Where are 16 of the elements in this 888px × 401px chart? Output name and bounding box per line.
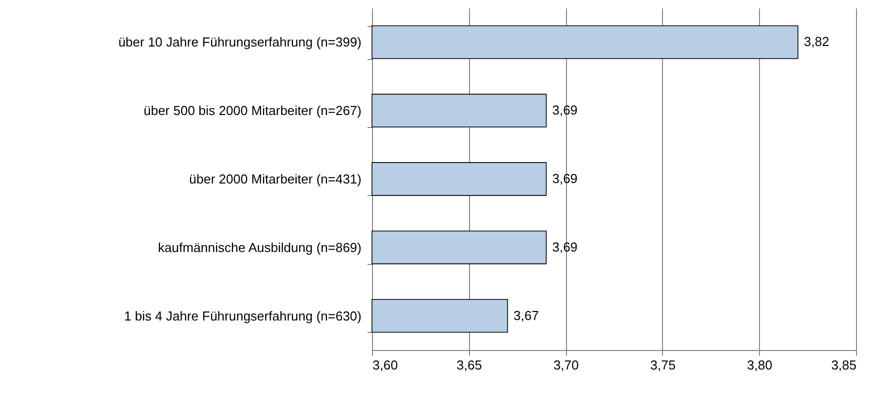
x-tick-label: 3,85 xyxy=(831,358,856,372)
data-label: 3,82 xyxy=(804,34,830,50)
x-tick-label: 3,60 xyxy=(372,358,398,372)
y-tick-label: über 2000 Mitarbeiter (n=431) xyxy=(189,172,362,186)
y-tick-label: kaufmännische Ausbildung (n=869) xyxy=(158,240,362,255)
x-tick-label: 3,80 xyxy=(747,358,772,372)
x-tick-label: 3,75 xyxy=(650,358,676,372)
x-tick-label: 3,70 xyxy=(553,358,579,372)
y-tick-label: über 500 bis 2000 Mitarbeiter (n=267) xyxy=(144,103,362,118)
data-label: 3,69 xyxy=(552,102,578,118)
x-tick-label: 3,65 xyxy=(456,358,482,372)
y-tick-label: 1 bis 4 Jahre Führungserfahrung (n=630) xyxy=(124,308,362,324)
data-label: 3,67 xyxy=(514,308,539,323)
data-label: 3,69 xyxy=(552,171,578,186)
data-label: 3,69 xyxy=(552,239,578,254)
y-tick-label: über 10 Jahre Führungserfahrung (n=399) xyxy=(118,34,362,50)
